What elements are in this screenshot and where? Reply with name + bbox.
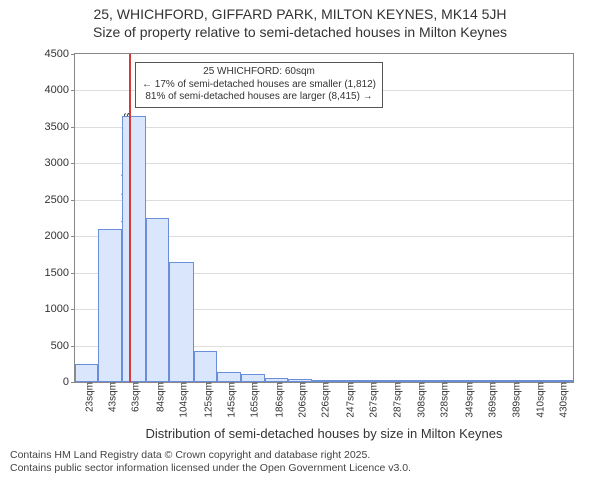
annotation-box: 25 WHICHFORD: 60sqm← 17% of semi-detache… <box>135 62 383 108</box>
annotation-line: 25 WHICHFORD: 60sqm <box>142 66 376 79</box>
x-tick-label: 165sqm <box>244 382 261 418</box>
x-tick-label: 410sqm <box>530 382 547 418</box>
x-tick-label: 226sqm <box>315 382 332 418</box>
x-tick-label: 186sqm <box>268 382 285 418</box>
y-tick-label: 4500 <box>45 48 75 60</box>
y-tick-label: 1000 <box>45 303 75 315</box>
x-tick-label: 430sqm <box>553 382 570 418</box>
histogram-bar <box>122 116 146 382</box>
gridline <box>75 200 573 201</box>
y-tick-label: 1500 <box>45 267 75 279</box>
x-tick-label: 247sqm <box>339 382 356 418</box>
x-tick-label: 145sqm <box>220 382 237 418</box>
x-tick-label: 349sqm <box>458 382 475 418</box>
x-tick-label: 43sqm <box>101 382 118 412</box>
attribution-footer: Contains HM Land Registry data © Crown c… <box>10 449 590 475</box>
x-tick-label: 63sqm <box>125 382 142 412</box>
y-tick-label: 3000 <box>45 157 75 169</box>
x-tick-label: 308sqm <box>411 382 428 418</box>
footer-line-1: Contains HM Land Registry data © Crown c… <box>10 449 590 462</box>
histogram-bar <box>194 351 217 382</box>
histogram-bar <box>146 218 169 382</box>
x-tick-label: 287sqm <box>386 382 403 418</box>
y-tick-label: 2500 <box>45 194 75 206</box>
property-marker-line <box>129 54 131 382</box>
histogram-bar <box>98 229 121 382</box>
x-tick-label: 206sqm <box>292 382 309 418</box>
x-tick-label: 23sqm <box>78 382 95 412</box>
x-tick-label: 267sqm <box>363 382 380 418</box>
y-tick-label: 3500 <box>45 121 75 133</box>
title-line-1: 25, WHICHFORD, GIFFARD PARK, MILTON KEYN… <box>0 6 600 24</box>
x-axis-label: Distribution of semi-detached houses by … <box>75 426 573 441</box>
annotation-line: ← 17% of semi-detached houses are smalle… <box>142 79 376 92</box>
annotation-line: 81% of semi-detached houses are larger (… <box>142 91 376 104</box>
gridline <box>75 163 573 164</box>
x-tick-label: 328sqm <box>434 382 451 418</box>
histogram-bar <box>241 374 265 382</box>
plot-container: Number of semi-detached properties Distr… <box>8 47 592 445</box>
x-tick-label: 84sqm <box>149 382 166 412</box>
y-tick-label: 4000 <box>45 84 75 96</box>
x-tick-label: 125sqm <box>197 382 214 418</box>
footer-line-2: Contains public sector information licen… <box>10 462 590 475</box>
y-tick-label: 0 <box>63 376 75 388</box>
title-line-2: Size of property relative to semi-detach… <box>0 24 600 42</box>
x-tick-label: 369sqm <box>482 382 499 418</box>
x-tick-label: 389sqm <box>505 382 522 418</box>
y-tick-label: 500 <box>51 340 75 352</box>
histogram-bar <box>217 372 240 382</box>
chart-title: 25, WHICHFORD, GIFFARD PARK, MILTON KEYN… <box>0 6 600 41</box>
gridline <box>75 127 573 128</box>
histogram-bar <box>169 262 193 382</box>
histogram-bar <box>75 364 98 382</box>
y-tick-label: 2000 <box>45 230 75 242</box>
plot-area: Number of semi-detached properties Distr… <box>74 53 574 383</box>
x-tick-label: 104sqm <box>173 382 190 418</box>
